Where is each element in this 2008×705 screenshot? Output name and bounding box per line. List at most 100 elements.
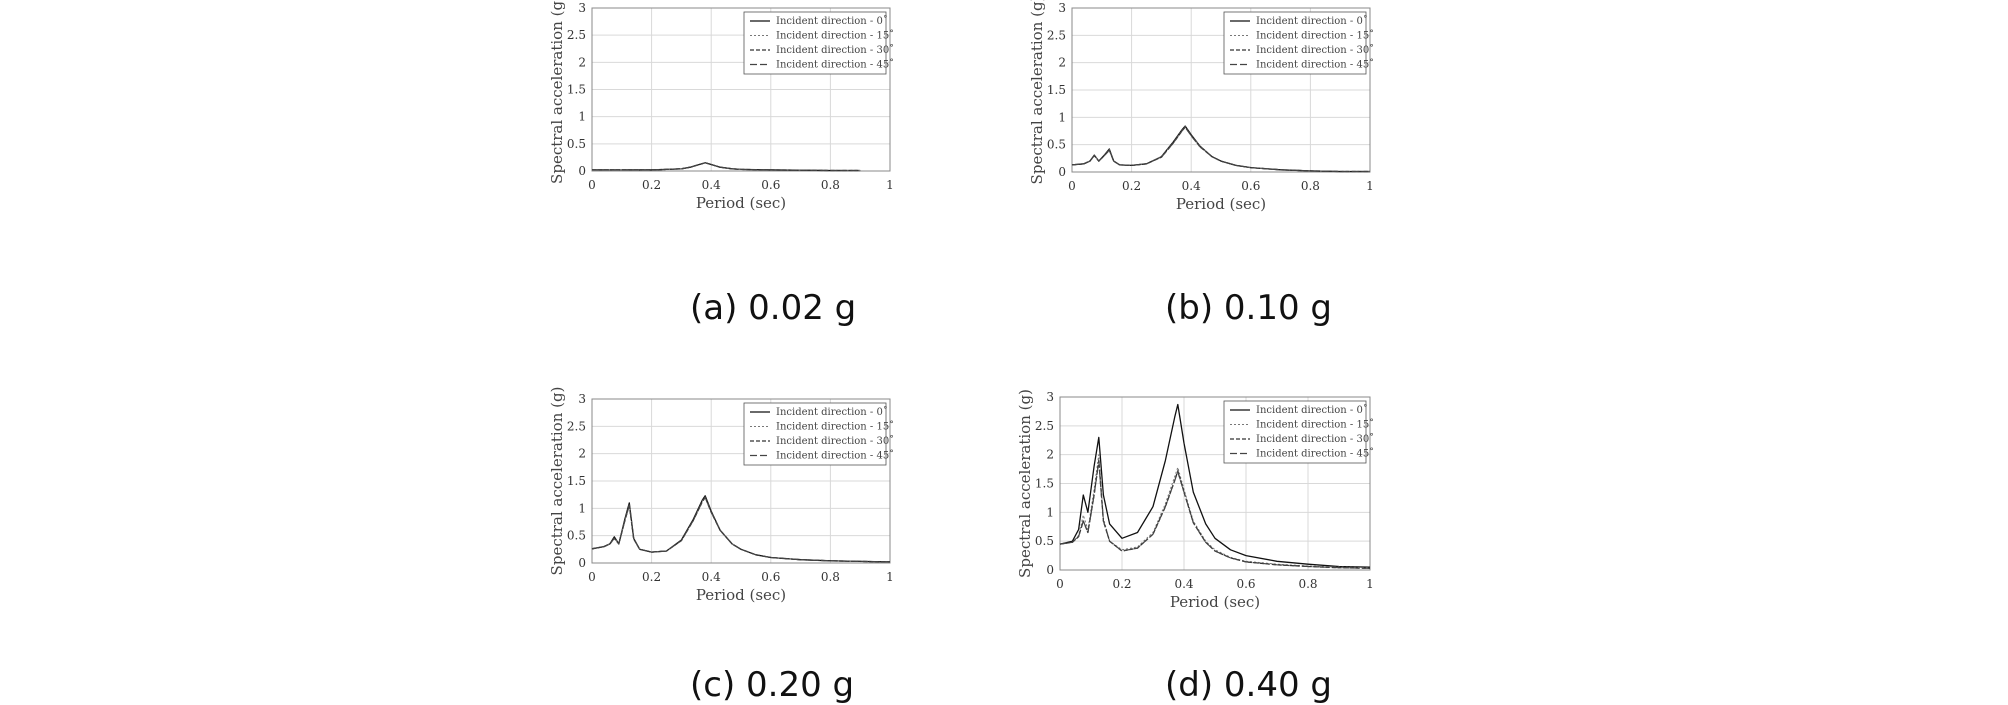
x-tick-label: 0.8 — [821, 178, 840, 192]
x-tick-label: 0.6 — [761, 570, 780, 584]
legend-label: Incident direction - 15˚ — [1256, 30, 1374, 42]
chart-c-caption: (c) 0.20 g — [690, 665, 855, 705]
x-tick-label: 1 — [1366, 179, 1374, 193]
y-tick-label: 0.5 — [1047, 138, 1066, 152]
series-line-b-3 — [1071, 126, 1370, 173]
x-tick-label: 0.6 — [1236, 577, 1255, 591]
x-axis-title: Period (sec) — [1176, 195, 1266, 213]
y-tick-label: 1.5 — [1047, 83, 1066, 97]
y-axis-title: Spectral acceleration (g) — [1028, 0, 1046, 184]
y-tick-label: 1.5 — [567, 474, 586, 488]
plot-frame — [1059, 396, 1371, 571]
series-line-b-1 — [1071, 126, 1370, 172]
x-tick-label: 0.6 — [761, 178, 780, 192]
y-tick-label: 1.5 — [1035, 477, 1054, 491]
chart-a-caption: (a) 0.02 g — [690, 288, 857, 328]
x-tick-label: 0 — [588, 570, 596, 584]
x-tick-label: 0.8 — [1301, 179, 1320, 193]
x-tick-label: 0.4 — [702, 570, 721, 584]
x-tick-label: 0 — [588, 178, 596, 192]
y-tick-label: 1 — [578, 501, 586, 515]
x-tick-label: 1 — [1366, 577, 1374, 591]
legend-label: Incident direction - 15˚ — [1256, 419, 1374, 431]
x-tick-label: 0.6 — [1241, 179, 1260, 193]
chart-b-caption: (b) 0.10 g — [1165, 288, 1333, 328]
y-tick-label: 2 — [578, 55, 586, 69]
y-tick-label: 1 — [578, 110, 586, 124]
series-line-c-0 — [591, 495, 891, 563]
y-tick-label: 2.5 — [1035, 419, 1054, 433]
y-tick-label: 2 — [1046, 448, 1054, 462]
y-axis-title: Spectral acceleration (g) — [548, 387, 566, 576]
legend-label: Incident direction - 0˚ — [776, 15, 888, 27]
y-tick-label: 3 — [1058, 1, 1066, 15]
chart-panel-c: 0 0.5 1 1.5 2 2.5 3 0 0.2 0.4 0.6 0.8 1 Period (sec) S… — [540, 372, 1000, 705]
series-line-b-0 — [1071, 125, 1370, 173]
y-tick-label: 2 — [578, 447, 586, 461]
legend-label: Incident direction - 45˚ — [1256, 59, 1374, 71]
x-axis-title: Period (sec) — [1170, 593, 1260, 611]
chart-panel-b: 0 0.5 1 1.5 2 2.5 3 0 0.2 0.4 0.6 0.8 1 Period (sec) S… — [1020, 0, 1480, 328]
x-axis-title: Period (sec) — [696, 586, 786, 604]
series-line-c-1 — [591, 496, 891, 563]
y-tick-label: 2.5 — [1047, 28, 1066, 42]
y-tick-label: 3 — [578, 1, 586, 15]
legend-label: Incident direction - 15˚ — [776, 421, 894, 433]
series-line-d-3 — [1059, 460, 1371, 569]
y-tick-label: 1 — [1046, 505, 1054, 519]
x-tick-label: 0.2 — [642, 570, 661, 584]
legend-label: Incident direction - 30˚ — [776, 44, 894, 56]
y-tick-label: 0 — [578, 164, 586, 178]
y-tick-label: 1.5 — [567, 83, 586, 97]
chart-panel-d: 0 0.5 1 1.5 2 2.5 3 0 0.2 0.4 0.6 0.8 1 Period (sec) S… — [1010, 372, 1490, 705]
y-tick-label: 0 — [1046, 563, 1054, 577]
x-tick-label: 1 — [886, 570, 894, 584]
x-tick-label: 0.2 — [642, 178, 661, 192]
x-tick-label: 0.2 — [1122, 179, 1141, 193]
legend-box — [1223, 400, 1367, 464]
legend-box — [743, 11, 887, 75]
y-tick-label: 1 — [1058, 110, 1066, 124]
y-tick-label: 0.5 — [567, 529, 586, 543]
y-tick-label: 0.5 — [1035, 534, 1054, 548]
x-tick-label: 0 — [1056, 577, 1064, 591]
x-tick-label: 0.8 — [1298, 577, 1317, 591]
x-tick-label: 0.4 — [1174, 577, 1193, 591]
y-tick-label: 0 — [1058, 165, 1066, 179]
x-tick-label: 0.8 — [821, 570, 840, 584]
x-axis-title: Period (sec) — [696, 194, 786, 212]
y-tick-label: 0 — [578, 556, 586, 570]
legend-label: Incident direction - 45˚ — [776, 59, 894, 71]
series-line-a-3 — [592, 162, 861, 172]
y-axis-title: Spectral acceleration (g) — [548, 0, 566, 184]
legend-label: Incident direction - 0˚ — [1256, 15, 1368, 27]
legend-label: Incident direction - 15˚ — [776, 30, 894, 42]
legend-box — [743, 402, 887, 466]
legend-label: Incident direction - 45˚ — [1256, 448, 1374, 460]
chart-d-caption: (d) 0.40 g — [1165, 665, 1333, 705]
legend-label: Incident direction - 45˚ — [776, 450, 894, 462]
chart-b: 0 0.5 1 1.5 2 2.5 3 0 0.2 0.4 0.6 0.8 1 Period (sec) S… — [1028, 0, 1374, 213]
legend-label: Incident direction - 30˚ — [1256, 433, 1374, 445]
y-tick-label: 2.5 — [567, 419, 586, 433]
legend-label: Incident direction - 30˚ — [1256, 44, 1374, 56]
plot-frame — [1071, 7, 1371, 173]
legend-label: Incident direction - 0˚ — [1256, 404, 1368, 416]
x-tick-label: 0.4 — [702, 178, 721, 192]
series-line-c-2 — [591, 496, 891, 563]
plot-frame — [591, 7, 891, 172]
x-tick-label: 0.4 — [1182, 179, 1201, 193]
series-line-d-2 — [1059, 459, 1371, 569]
chart-a: 0 0.5 1 1.5 2 2.5 3 0 0.2 0.4 0.6 0.8 1 Period (sec) S… — [548, 0, 894, 212]
series-line-b-2 — [1071, 126, 1370, 173]
series-line-c-3 — [591, 496, 891, 563]
x-tick-label: 1 — [886, 178, 894, 192]
chart-c: 0 0.5 1 1.5 2 2.5 3 0 0.2 0.4 0.6 0.8 1 Period (sec) S… — [548, 387, 894, 604]
y-tick-label: 2.5 — [567, 28, 586, 42]
plot-frame — [591, 398, 891, 564]
legend-label: Incident direction - 30˚ — [776, 435, 894, 447]
x-tick-label: 0 — [1068, 179, 1076, 193]
y-axis-title: Spectral acceleration (g) — [1016, 389, 1034, 578]
series-line-d-0 — [1059, 403, 1371, 568]
